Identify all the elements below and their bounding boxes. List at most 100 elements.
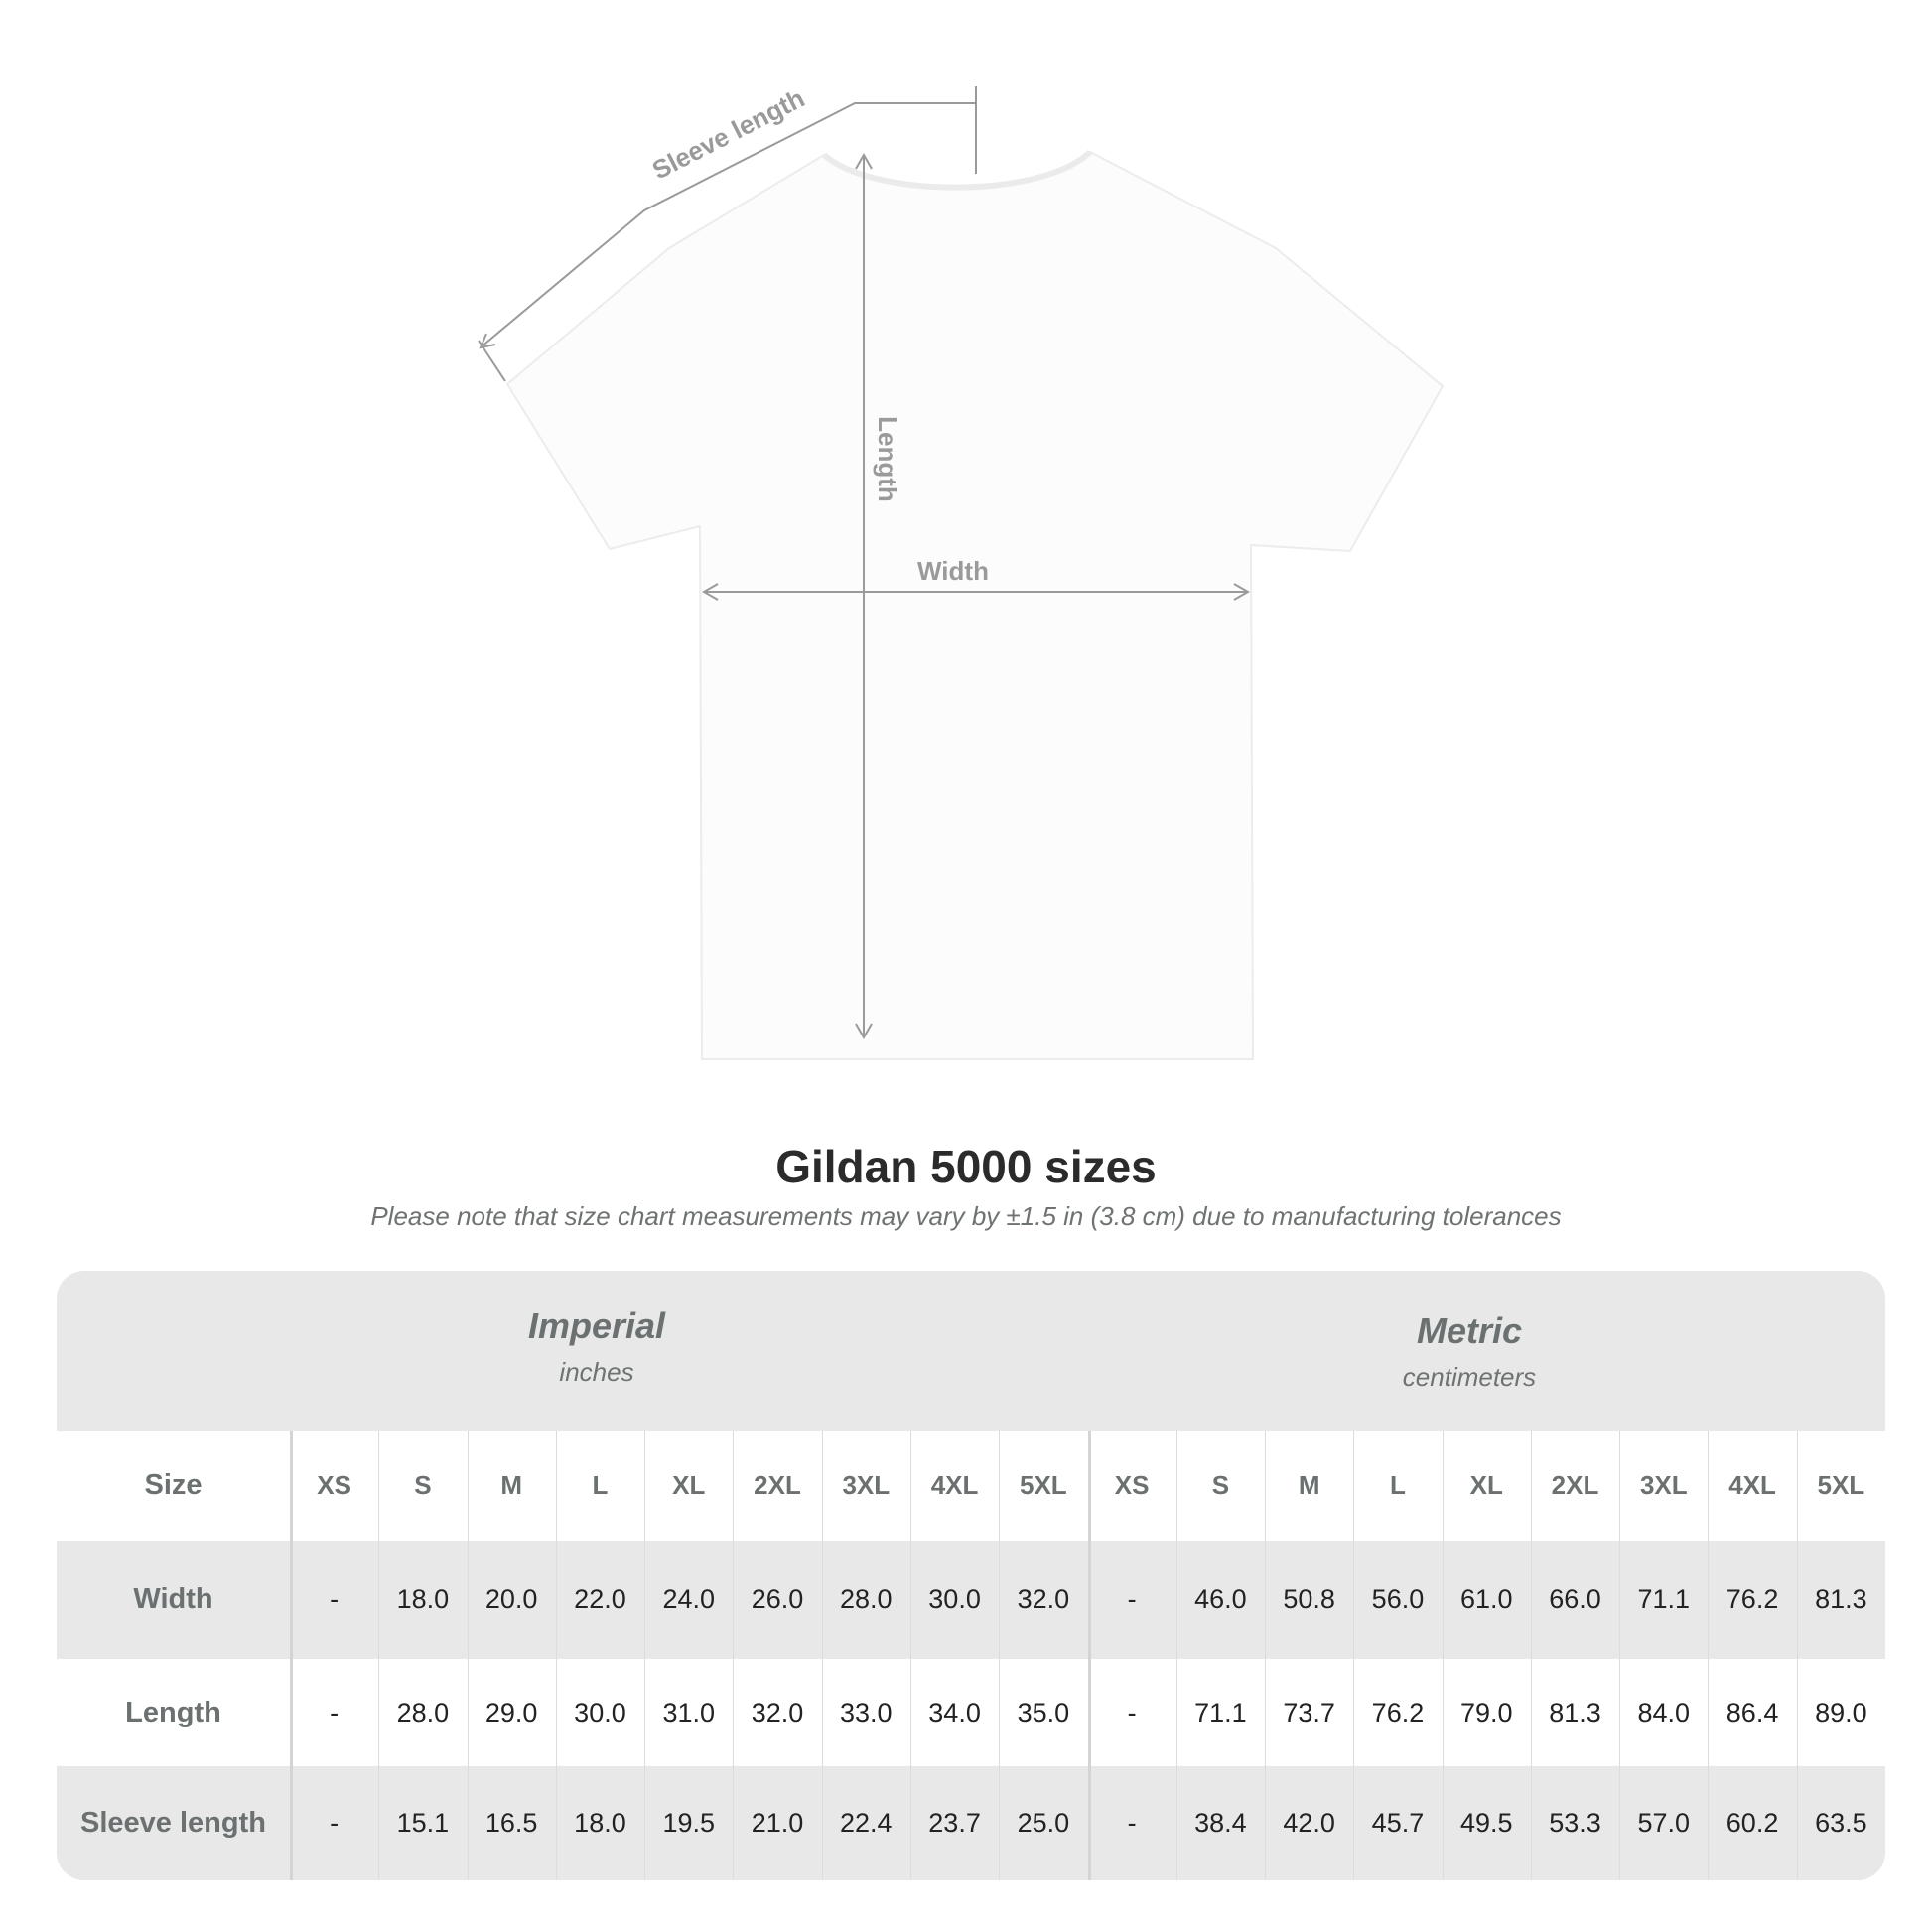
size-header-metric: S (1211, 1470, 1230, 1500)
size-header-imperial: S (414, 1470, 432, 1500)
tshirt-diagram (478, 86, 1445, 1060)
imperial-unit: inches (559, 1357, 634, 1387)
column-divider (1087, 1431, 1091, 1880)
column-divider (378, 1431, 380, 1880)
row-label: Width (133, 1584, 213, 1615)
value-cell-metric: 61.0 (1459, 1585, 1513, 1614)
value-cell-imperial: 18.0 (396, 1585, 450, 1614)
value-cell-metric: 81.3 (1815, 1585, 1867, 1614)
value-cell-metric: 79.0 (1459, 1697, 1513, 1727)
sleeve-measure-line (480, 102, 976, 348)
column-divider (909, 1431, 911, 1880)
value-cell-metric: - (1127, 1808, 1137, 1838)
size-header-metric: 5XL (1817, 1470, 1865, 1500)
header-band (57, 1271, 1885, 1431)
value-cell-imperial: 28.0 (840, 1585, 893, 1614)
size-header-metric: 4XL (1728, 1470, 1776, 1500)
column-divider (1796, 1431, 1798, 1880)
imperial-title: Imperial (527, 1306, 666, 1346)
column-divider (1708, 1431, 1710, 1880)
size-header-imperial: XS (317, 1470, 351, 1500)
size-header-imperial: M (500, 1470, 523, 1500)
column-divider (1175, 1431, 1177, 1880)
value-cell-imperial: 24.0 (662, 1585, 716, 1614)
width-row-band (57, 1541, 1885, 1659)
value-cell-imperial: 19.5 (662, 1808, 716, 1838)
value-cell-metric: 45.7 (1371, 1808, 1425, 1838)
size-header-imperial: 3XL (842, 1470, 891, 1500)
value-cell-metric: 71.1 (1194, 1697, 1247, 1727)
imperial-header: Imperial inches (348, 1306, 845, 1388)
sleeve-row-band (57, 1766, 1885, 1880)
size-header-imperial: L (592, 1470, 609, 1500)
value-cell-imperial: 18.0 (574, 1808, 626, 1838)
value-cell-imperial: 35.0 (1017, 1697, 1070, 1727)
value-cell-imperial: 25.0 (1017, 1808, 1070, 1838)
value-cell-imperial: - (330, 1585, 340, 1614)
chart-title: Gildan 5000 sizes (775, 1141, 1157, 1192)
value-cell-imperial: 22.4 (840, 1808, 893, 1838)
value-cell-imperial: 15.1 (396, 1808, 450, 1838)
value-cell-imperial: 32.0 (751, 1697, 804, 1727)
value-cell-imperial: 16.5 (484, 1808, 538, 1838)
value-cell-metric: 53.3 (1549, 1808, 1601, 1838)
value-cell-metric: 66.0 (1549, 1585, 1601, 1614)
size-header-metric: XL (1469, 1470, 1503, 1500)
value-cell-imperial: 22.0 (574, 1585, 626, 1614)
row-label: Length (125, 1696, 221, 1728)
size-header-metric: 3XL (1639, 1470, 1688, 1500)
value-cell-imperial: 28.0 (396, 1697, 450, 1727)
column-divider (467, 1431, 469, 1880)
size-header-metric: XS (1114, 1470, 1150, 1500)
value-cell-imperial: 20.0 (484, 1585, 538, 1614)
size-header-metric: 2XL (1551, 1470, 1599, 1500)
size-header-imperial: 5XL (1020, 1470, 1067, 1500)
value-cell-metric: 42.0 (1283, 1808, 1335, 1838)
metric-title: Metric (1416, 1311, 1523, 1351)
size-header-imperial: 2XL (754, 1470, 801, 1500)
value-cell-metric: - (1127, 1585, 1137, 1614)
length-label: Length (872, 416, 902, 502)
size-header-label: Size (144, 1469, 203, 1501)
value-cell-imperial: 33.0 (840, 1697, 893, 1727)
column-divider (1353, 1431, 1355, 1880)
value-cell-imperial: 30.0 (574, 1697, 626, 1727)
column-divider (1265, 1431, 1267, 1880)
value-cell-metric: 76.2 (1725, 1585, 1779, 1614)
column-divider (1530, 1431, 1532, 1880)
column-divider (1442, 1431, 1444, 1880)
size-header-metric: M (1298, 1470, 1320, 1500)
value-cell-imperial: 30.0 (928, 1585, 981, 1614)
row-label: Sleeve length (80, 1807, 266, 1839)
column-divider (555, 1431, 557, 1880)
column-divider (1619, 1431, 1621, 1880)
metric-unit: centimeters (1402, 1362, 1537, 1392)
size-table: Imperial inches Metric centimeters Size X… (57, 1271, 1885, 1880)
value-cell-imperial: - (330, 1697, 340, 1727)
value-cell-metric: 73.7 (1283, 1697, 1335, 1727)
value-cell-imperial: 34.0 (928, 1697, 981, 1727)
value-cell-imperial: 32.0 (1017, 1585, 1070, 1614)
size-header-imperial: 4XL (930, 1470, 979, 1500)
value-cell-metric: 60.2 (1725, 1808, 1779, 1838)
value-cell-metric: 71.1 (1637, 1585, 1691, 1614)
value-cell-imperial: 26.0 (751, 1585, 804, 1614)
value-cell-metric: 49.5 (1459, 1808, 1513, 1838)
value-cell-metric: 50.8 (1283, 1585, 1335, 1614)
value-cell-metric: 89.0 (1815, 1697, 1867, 1727)
chart-subtitle: Please note that size chart measurements… (370, 1201, 1562, 1231)
width-label: Width (917, 556, 989, 586)
value-cell-imperial: 31.0 (662, 1697, 716, 1727)
metric-header: Metric centimeters (1221, 1311, 1718, 1393)
value-cell-metric: - (1127, 1697, 1137, 1727)
value-cell-imperial: 23.7 (928, 1808, 981, 1838)
value-cell-metric: 86.4 (1725, 1697, 1779, 1727)
value-cell-metric: 84.0 (1637, 1697, 1691, 1727)
value-cell-metric: 81.3 (1549, 1697, 1601, 1727)
value-cell-metric: 46.0 (1194, 1585, 1247, 1614)
column-divider (733, 1431, 735, 1880)
column-divider (644, 1431, 646, 1880)
value-cell-imperial: 21.0 (751, 1808, 804, 1838)
value-cell-metric: 76.2 (1371, 1697, 1425, 1727)
size-header-metric: L (1390, 1470, 1406, 1500)
